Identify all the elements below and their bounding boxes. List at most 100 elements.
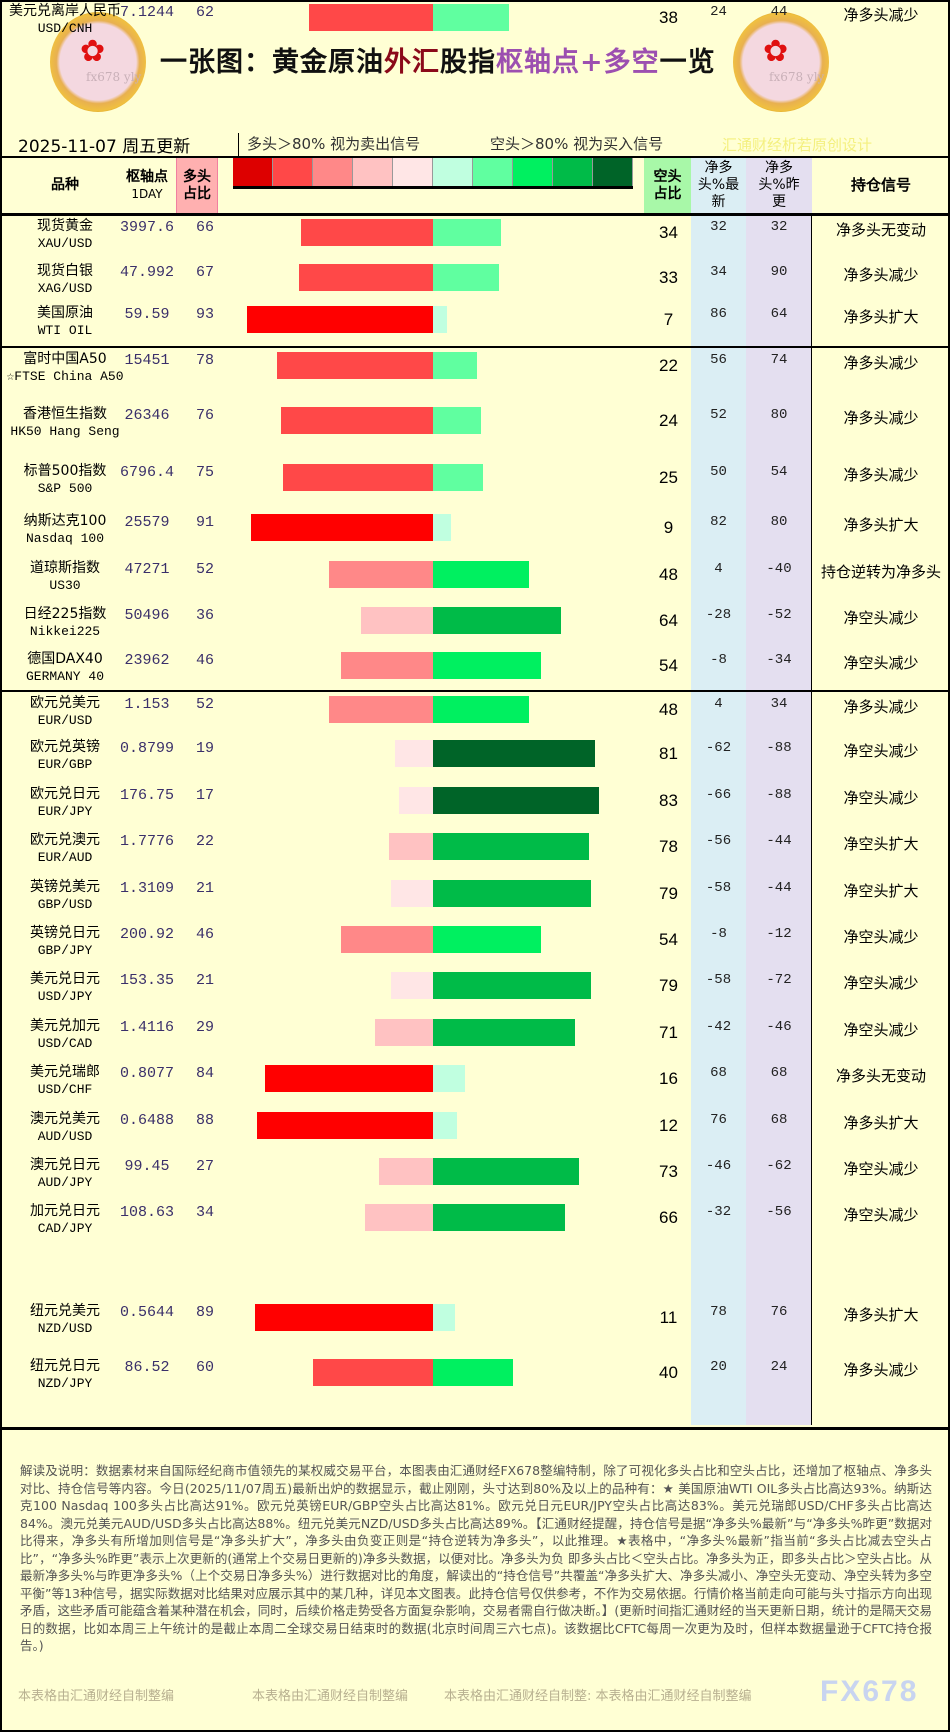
- long-bar: [255, 1304, 433, 1331]
- long-bar: [329, 561, 433, 588]
- table-row: 英镑兑日元 GBP/JPY 200.92 46 54 -8 -12 净空头减少: [0, 922, 950, 968]
- long-percent: 29: [195, 1018, 214, 1036]
- table-row: 欧元兑澳元 EUR/AUD 1.7776 22 78 -56 -44 净空头扩大: [0, 829, 950, 875]
- net-long-previous: 24: [770, 1359, 788, 1375]
- legend-swatch: [233, 158, 273, 186]
- net-long-previous: -52: [766, 607, 792, 623]
- legend-swatch: [473, 158, 513, 186]
- long-bar: [379, 1158, 433, 1185]
- position-signal: 净空头减少: [843, 609, 919, 627]
- legend-swatch: [353, 158, 393, 186]
- net-long-previous: 90: [770, 264, 788, 280]
- table-row: 纽元兑日元 NZD/JPY 86.52 60 40 20 24 净多头减少: [0, 1355, 950, 1424]
- net-long-previous: 80: [770, 407, 788, 423]
- footer-explanation: 解读及说明：数据素材来自国际经纪商市值领先的某权威交易平台，本图表由汇通财经FX…: [20, 1463, 932, 1653]
- instrument-name: 英镑兑美元 GBP/USD: [30, 878, 100, 912]
- instrument-name: 纽元兑美元 NZD/USD: [30, 1303, 100, 1336]
- col-short: 空头占比: [644, 158, 691, 213]
- long-bar: [399, 786, 433, 814]
- position-signal: 净多头减少: [843, 466, 919, 484]
- net-long-previous: -34: [766, 652, 792, 668]
- watermark: 本表格由汇通财经自制整: 本表格由汇通财经自制整编: [444, 1689, 752, 1704]
- short-percent: 81: [659, 744, 678, 764]
- watermark: 本表格由汇通财经自制整编: [18, 1689, 175, 1704]
- net-long-previous: 54: [770, 464, 788, 480]
- footer: 解读及说明：数据素材来自国际经纪商市值领先的某权威交易平台，本图表由汇通财经FX…: [0, 1427, 950, 1732]
- position-signal: 净空头减少: [843, 974, 919, 993]
- divider: [811, 158, 812, 1425]
- instrument-name: 欧元兑日元 EUR/JPY: [30, 785, 100, 819]
- short-bar: [433, 561, 529, 588]
- net-long-latest: 34: [710, 264, 727, 280]
- instrument-name: 现货黄金 XAU/USD: [37, 218, 93, 251]
- long-bar: [361, 607, 433, 634]
- net-long-latest: 76: [710, 1111, 727, 1128]
- position-signal: 净空头减少: [843, 928, 919, 946]
- short-bar: [433, 879, 591, 907]
- short-bar: [433, 786, 599, 814]
- long-bar: [265, 1065, 433, 1093]
- net-long-previous: -40: [766, 561, 792, 577]
- short-bar: [433, 407, 481, 434]
- short-bar: [433, 1304, 455, 1331]
- short-percent: 71: [659, 1022, 678, 1042]
- instrument-name: 欧元兑澳元 EUR/AUD: [30, 832, 100, 866]
- long-bar: [299, 264, 433, 291]
- instrument-name: 美元兑瑞郎 USD/CHF: [30, 1064, 100, 1098]
- pivot-value: 153.35: [119, 972, 174, 990]
- long-bar: [301, 219, 433, 246]
- instrument-name: 欧元兑美元 EUR/USD: [30, 695, 100, 728]
- net-long-previous: 74: [770, 352, 788, 368]
- pivot-value: 86.52: [124, 1359, 170, 1376]
- table-row: 纳斯达克100 Nasdaq 100 25579 91 9 82 80 净多头扩大: [0, 510, 950, 557]
- pivot-value: 1.7776: [119, 833, 174, 851]
- short-bar: [433, 1018, 575, 1046]
- long-bar: [309, 4, 433, 31]
- long-percent: 88: [195, 1111, 214, 1129]
- instrument-name: 纽元兑日元 NZD/JPY: [30, 1358, 100, 1391]
- legend-swatch: [433, 158, 473, 186]
- col-long: 多头占比: [176, 158, 218, 213]
- short-percent: 54: [659, 656, 678, 675]
- position-signal: 净空头扩大: [843, 881, 919, 900]
- instrument-name: 香港恒生指数 HK50 Hang Seng: [10, 406, 120, 439]
- short-percent: 73: [659, 1162, 678, 1181]
- net-long-previous: -46: [766, 1018, 792, 1035]
- net-long-latest: -8: [710, 652, 727, 668]
- net-long-previous: 44: [770, 4, 788, 20]
- net-long-latest: 4: [714, 696, 723, 712]
- pivot-value: 200.92: [119, 926, 174, 943]
- long-percent: 27: [195, 1158, 214, 1175]
- net-long-latest: -42: [705, 1018, 732, 1035]
- short-percent: 48: [659, 700, 678, 719]
- short-percent: 22: [659, 356, 678, 375]
- legend-swatch: [513, 158, 553, 186]
- short-bar: [433, 926, 541, 953]
- pivot-value: 1.4116: [119, 1018, 174, 1036]
- instrument-name: 美元兑离岸人民币 USD/CNH: [9, 3, 121, 36]
- net-long-previous: -44: [766, 879, 792, 896]
- position-signal: 净空头减少: [843, 1020, 919, 1039]
- position-signal: 净多头减少: [843, 354, 919, 372]
- legend-swatch: [393, 158, 433, 186]
- position-signal: 净多头无变动: [835, 1067, 926, 1086]
- position-signal: 净多头减少: [843, 698, 919, 716]
- position-signal: 净空头减少: [843, 654, 919, 672]
- net-long-latest: -28: [705, 607, 732, 623]
- logo-left: ✿ fx678 yly: [50, 12, 146, 112]
- net-long-latest: 78: [710, 1304, 727, 1320]
- legend-swatch: [553, 158, 593, 186]
- table-row: 德国DAX40 GERMANY 40 23962 46 54 -8 -34 净空头…: [0, 648, 950, 690]
- position-signal: 净空头减少: [843, 1160, 919, 1178]
- table-row: 现货黄金 XAU/USD 3997.6 66 34 32 32 净多头无变动: [0, 215, 950, 260]
- table-header: 品种 枢轴点 1DAY 多头占比 空头占比 净多头%最新 净多头%昨更 持仓信号: [0, 158, 950, 216]
- brand-logo: FX678: [820, 1675, 919, 1708]
- net-long-previous: -56: [766, 1204, 792, 1221]
- legend-swatch: [273, 158, 313, 186]
- instrument-name: 道琼斯指数 US30: [30, 560, 100, 593]
- net-long-latest: 68: [710, 1065, 727, 1082]
- col-pivot: 枢轴点 1DAY: [126, 168, 168, 201]
- net-long-previous: 68: [770, 1111, 788, 1128]
- net-long-previous: 32: [770, 219, 788, 235]
- net-long-latest: -58: [705, 879, 732, 896]
